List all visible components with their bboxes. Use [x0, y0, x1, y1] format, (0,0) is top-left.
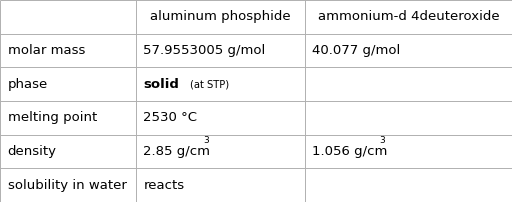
Text: phase: phase — [8, 78, 48, 91]
Text: 2.85 g/cm: 2.85 g/cm — [143, 145, 210, 158]
Text: solid: solid — [143, 78, 179, 91]
Text: molar mass: molar mass — [8, 44, 85, 57]
Text: (at STP): (at STP) — [190, 79, 229, 89]
Text: reacts: reacts — [143, 179, 184, 192]
Text: 40.077 g/mol: 40.077 g/mol — [312, 44, 400, 57]
Text: 1.056 g/cm: 1.056 g/cm — [312, 145, 388, 158]
Text: 3: 3 — [204, 136, 209, 145]
Text: 3: 3 — [379, 136, 385, 145]
Text: 2530 °C: 2530 °C — [143, 111, 197, 124]
Text: melting point: melting point — [8, 111, 97, 124]
Text: solubility in water: solubility in water — [8, 179, 126, 192]
Text: 57.9553005 g/mol: 57.9553005 g/mol — [143, 44, 266, 57]
Text: aluminum phosphide: aluminum phosphide — [150, 10, 290, 23]
Text: ammonium-d 4deuteroxide: ammonium-d 4deuteroxide — [317, 10, 499, 23]
Text: density: density — [8, 145, 57, 158]
